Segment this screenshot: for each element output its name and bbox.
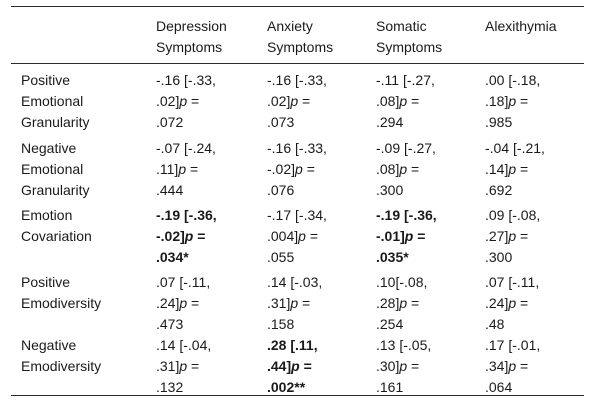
table-cell: -.17 [-.34, .004]p = .055 <box>267 207 327 265</box>
table-cell: -.04 [-.21, .14]p = .692 <box>485 140 545 198</box>
table-cell: .00 [-.18, .18]p = .985 <box>485 72 541 130</box>
table-cell: -.16 [-.33, .02]p = .073 <box>267 72 327 130</box>
row-label: Negative Emotional Granularity <box>21 140 90 198</box>
table-cell: .07 [-.11, .24]p = .473 <box>156 274 211 332</box>
table-cell: -.16 [-.33, .02]p = .072 <box>156 72 216 130</box>
table-cell: .13 [-.05, .30]p = .161 <box>376 337 432 395</box>
table-cell: .10[-.08, .28]p = .254 <box>376 274 428 332</box>
table-header-rule <box>11 63 584 64</box>
table-cell: .14 [-.04, .31]p = .132 <box>156 337 212 395</box>
table-header: Depression Symptoms Anxiety Symptoms Som… <box>11 6 584 63</box>
table-cell: -.11 [-.27, .08]p = .294 <box>376 72 435 130</box>
table-cell: .09 [-.08, .27]p = .300 <box>485 207 541 265</box>
header-somatic: Somatic Symptoms <box>376 18 443 55</box>
row-label: Emotion Covariation <box>21 207 92 244</box>
row-label: Negative Emodiversity <box>21 337 102 374</box>
table-cell: -.19 [-.36, -.01]p = .035* <box>376 207 437 265</box>
row-label: Positive Emodiversity <box>21 274 102 311</box>
table-cell: -.09 [-.27, .08]p = .300 <box>376 140 436 198</box>
table-cell: .07 [-.11, .24]p = .48 <box>485 274 540 332</box>
table-cell: -.16 [-.33, -.02]p = .076 <box>267 140 327 198</box>
table-top-rule <box>11 6 584 7</box>
table-cell: -.07 [-.24, .11]p = .444 <box>156 140 216 198</box>
row-label: Positive Emotional Granularity <box>21 72 90 130</box>
header-anxiety: Anxiety Symptoms <box>267 18 334 55</box>
table-cell: .14 [-.03, .31]p = .158 <box>267 274 323 332</box>
table-cell: -.19 [-.36, -.02]p = .034* <box>156 207 217 265</box>
table-bottom-rule <box>11 395 584 396</box>
header-alexithymia: Alexithymia <box>485 18 557 34</box>
table-cell: .28 [.11, .44]p = .002** <box>267 337 318 395</box>
header-depression: Depression Symptoms <box>156 18 227 55</box>
table-cell: .17 [-.01, .34]p = .064 <box>485 337 541 395</box>
